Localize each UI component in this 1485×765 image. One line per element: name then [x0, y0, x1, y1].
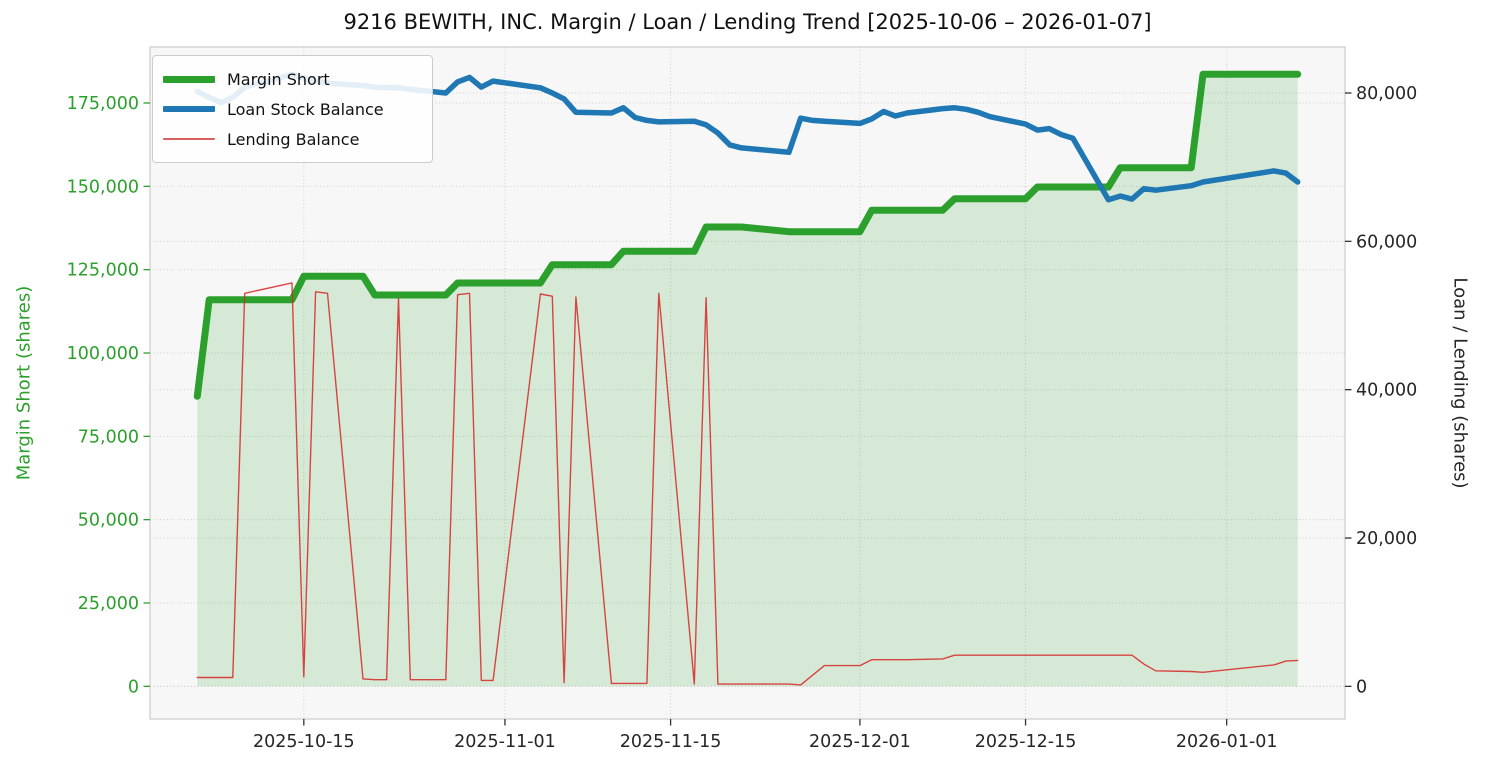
legend-item-margin-short: Margin Short [163, 64, 420, 94]
left-tick-label: 175,000 [67, 94, 139, 114]
legend-label: Loan Stock Balance [227, 99, 384, 119]
x-tick-label: 2026-01-01 [1176, 732, 1278, 752]
right-tick-label: 60,000 [1356, 232, 1417, 252]
right-tick-label: 40,000 [1356, 381, 1417, 401]
left-tick-label: 75,000 [78, 427, 139, 447]
legend-label: Lending Balance [227, 129, 360, 149]
x-tick-label: 2025-12-15 [975, 732, 1077, 752]
margin-short-line-swatch [163, 75, 215, 83]
left-tick-label: 50,000 [78, 511, 139, 531]
lending-line [196, 282, 1299, 686]
left-axis-label: Margin Short (shares) [13, 285, 35, 481]
left-tick-label: 25,000 [78, 594, 139, 614]
x-tick-label: 2025-11-01 [454, 732, 556, 752]
right-tick-label: 80,000 [1356, 84, 1417, 104]
left-tick-label: 100,000 [67, 344, 139, 364]
margin-short-area [197, 74, 1298, 687]
left-tick-label: 150,000 [67, 177, 139, 197]
left-tick-label: 0 [128, 677, 139, 697]
loan-stock-line-swatch [163, 106, 215, 112]
right-tick-label: 0 [1356, 677, 1367, 697]
margin-short-line [193, 70, 1302, 400]
lending-line-swatch [163, 138, 215, 140]
x-tick-label: 2025-12-01 [809, 732, 911, 752]
right-tick-label: 20,000 [1356, 529, 1417, 549]
left-tick-label: 125,000 [67, 261, 139, 281]
legend: Margin Short Loan Stock Balance Lending … [152, 55, 433, 163]
legend-item-lending-balance: Lending Balance [163, 124, 420, 154]
chart-title: 9216 BEWITH, INC. Margin / Loan / Lendin… [343, 10, 1152, 34]
x-tick-label: 2025-11-15 [620, 732, 722, 752]
plot-border [149, 46, 1346, 720]
right-axis-label: Loan / Lending (shares) [1449, 277, 1471, 489]
legend-label: Margin Short [227, 69, 330, 89]
legend-item-loan-stock-balance: Loan Stock Balance [163, 94, 420, 124]
x-tick-label: 2025-10-15 [253, 732, 355, 752]
